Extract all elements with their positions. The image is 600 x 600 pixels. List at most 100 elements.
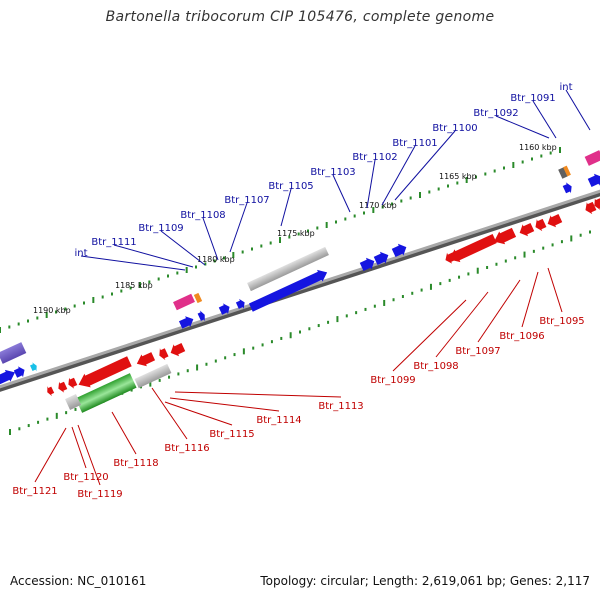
forward-gene-label: Btr_1102 bbox=[352, 152, 397, 163]
accession-text: Accession: NC_010161 bbox=[10, 574, 147, 588]
reverse-gene bbox=[449, 233, 497, 263]
rna-gene-pink-shape bbox=[584, 150, 600, 166]
lower-scale-tick bbox=[299, 330, 301, 334]
reverse-gene-label-leader bbox=[392, 299, 467, 372]
rna-gene-pink bbox=[584, 150, 600, 166]
reverse-gene-shape bbox=[68, 377, 78, 389]
lower-scale-tick bbox=[224, 356, 227, 360]
lower-scale-tick bbox=[486, 265, 489, 269]
upper-scale-tick bbox=[36, 316, 39, 320]
reverse-gene-shape bbox=[78, 356, 132, 388]
reverse-gene-label-leader bbox=[164, 401, 233, 426]
upper-scale-tick bbox=[475, 175, 477, 179]
lower-scale-tick bbox=[345, 314, 348, 318]
forward-gene bbox=[248, 269, 328, 312]
upper-scale-tick bbox=[409, 196, 412, 200]
forward-gene-shape bbox=[178, 316, 194, 329]
lower-scale-tick bbox=[270, 340, 273, 344]
scale-label: 1180 kbp bbox=[197, 255, 235, 264]
lower-scale-tick bbox=[523, 251, 526, 258]
forward-gene-label-leader bbox=[202, 217, 219, 261]
lower-scale-tick bbox=[411, 291, 414, 295]
lower-scale-tick bbox=[261, 343, 264, 347]
lower-scale-tick bbox=[570, 235, 573, 242]
lower-scale-tick bbox=[383, 299, 386, 306]
upper-scale-tick bbox=[559, 147, 561, 153]
misc-feature-purple bbox=[0, 342, 27, 364]
lower-scale-tick bbox=[252, 346, 255, 350]
lower-scale-tick bbox=[327, 320, 330, 324]
misc-feature-purple-shape bbox=[0, 342, 27, 364]
upper-scale-tick bbox=[64, 307, 67, 311]
rna-gene-orange-shape bbox=[563, 165, 571, 177]
upper-scale-tick bbox=[8, 325, 11, 329]
reverse-gene-label-leader bbox=[77, 424, 101, 486]
upper-scale-tick bbox=[353, 214, 356, 218]
reverse-gene-label: Btr_1115 bbox=[209, 429, 254, 440]
upper-scale-tick bbox=[437, 187, 440, 191]
reverse-gene bbox=[170, 342, 186, 357]
lower-scale-tick bbox=[364, 307, 367, 311]
upper-scale-tick bbox=[363, 211, 365, 215]
lower-scale-tick bbox=[158, 378, 161, 382]
lower-scale-tick bbox=[401, 295, 404, 299]
reverse-gene-label-leader bbox=[34, 427, 67, 483]
forward-gene bbox=[235, 298, 245, 309]
lower-scale-tick bbox=[458, 275, 461, 279]
lower-scale-tick bbox=[242, 348, 245, 355]
reverse-gene-shape bbox=[445, 252, 457, 264]
upper-scale-tick bbox=[92, 297, 95, 303]
misc-feature-gray bbox=[558, 167, 568, 179]
reverse-gene bbox=[78, 356, 132, 388]
lower-scale-tick bbox=[560, 240, 563, 244]
reverse-gene bbox=[494, 227, 517, 245]
lower-scale-tick bbox=[27, 424, 30, 428]
scale-label: 1170 kbp bbox=[359, 201, 397, 210]
upper-scale-tick bbox=[400, 199, 403, 203]
reverse-gene bbox=[445, 252, 457, 264]
reverse-gene bbox=[136, 352, 156, 367]
lower-scale-tick bbox=[186, 369, 189, 373]
upper-scale-tick bbox=[540, 154, 543, 158]
forward-gene-shape bbox=[13, 366, 25, 378]
forward-gene-shape bbox=[391, 243, 407, 258]
reverse-gene-label: Btr_1098 bbox=[413, 361, 458, 372]
reverse-gene-shape bbox=[58, 381, 68, 393]
forward-gene bbox=[0, 369, 15, 386]
lower-scale-tick bbox=[589, 230, 591, 234]
lower-scale-tick bbox=[532, 249, 535, 253]
forward-gene bbox=[373, 251, 389, 266]
forward-gene-shape bbox=[0, 369, 15, 386]
lower-scale-tick bbox=[579, 233, 582, 237]
upper-scale-tick bbox=[101, 295, 104, 299]
upper-scale-tick bbox=[17, 322, 20, 326]
reverse-gene-shape bbox=[519, 222, 535, 237]
upper-scale-tick bbox=[204, 262, 207, 266]
misc-feature-green bbox=[75, 373, 137, 413]
upper-scale-tick bbox=[27, 319, 29, 323]
upper-scale-tick bbox=[493, 169, 496, 173]
reverse-gene bbox=[594, 198, 600, 211]
forward-gene-label: int bbox=[74, 248, 87, 259]
upper-scale-tick bbox=[195, 265, 197, 269]
lower-scale-tick bbox=[392, 298, 395, 302]
upper-scale-tick bbox=[185, 267, 188, 273]
upper-scale-tick bbox=[167, 274, 169, 278]
reverse-gene-label: Btr_1114 bbox=[256, 415, 301, 426]
upper-scale-tick bbox=[45, 312, 48, 318]
forward-gene-label-leader bbox=[280, 188, 292, 227]
reverse-gene-label-leader bbox=[521, 271, 539, 328]
lower-scale-tick bbox=[214, 359, 217, 363]
upper-scale-tick bbox=[279, 237, 281, 243]
forward-gene-label: Btr_1111 bbox=[91, 237, 136, 248]
scale-label: 1185 kbp bbox=[115, 281, 153, 290]
forward-gene-label: Btr_1103 bbox=[310, 167, 355, 178]
lower-scale-tick bbox=[196, 364, 199, 371]
reverse-gene-label-leader bbox=[71, 426, 87, 469]
forward-gene-shape bbox=[373, 251, 389, 266]
scale-label: 1190 kbp bbox=[33, 306, 71, 315]
rna-gene-orange bbox=[193, 292, 203, 304]
reverse-gene-label: Btr_1118 bbox=[113, 458, 158, 469]
upper-scale-tick bbox=[120, 289, 123, 293]
